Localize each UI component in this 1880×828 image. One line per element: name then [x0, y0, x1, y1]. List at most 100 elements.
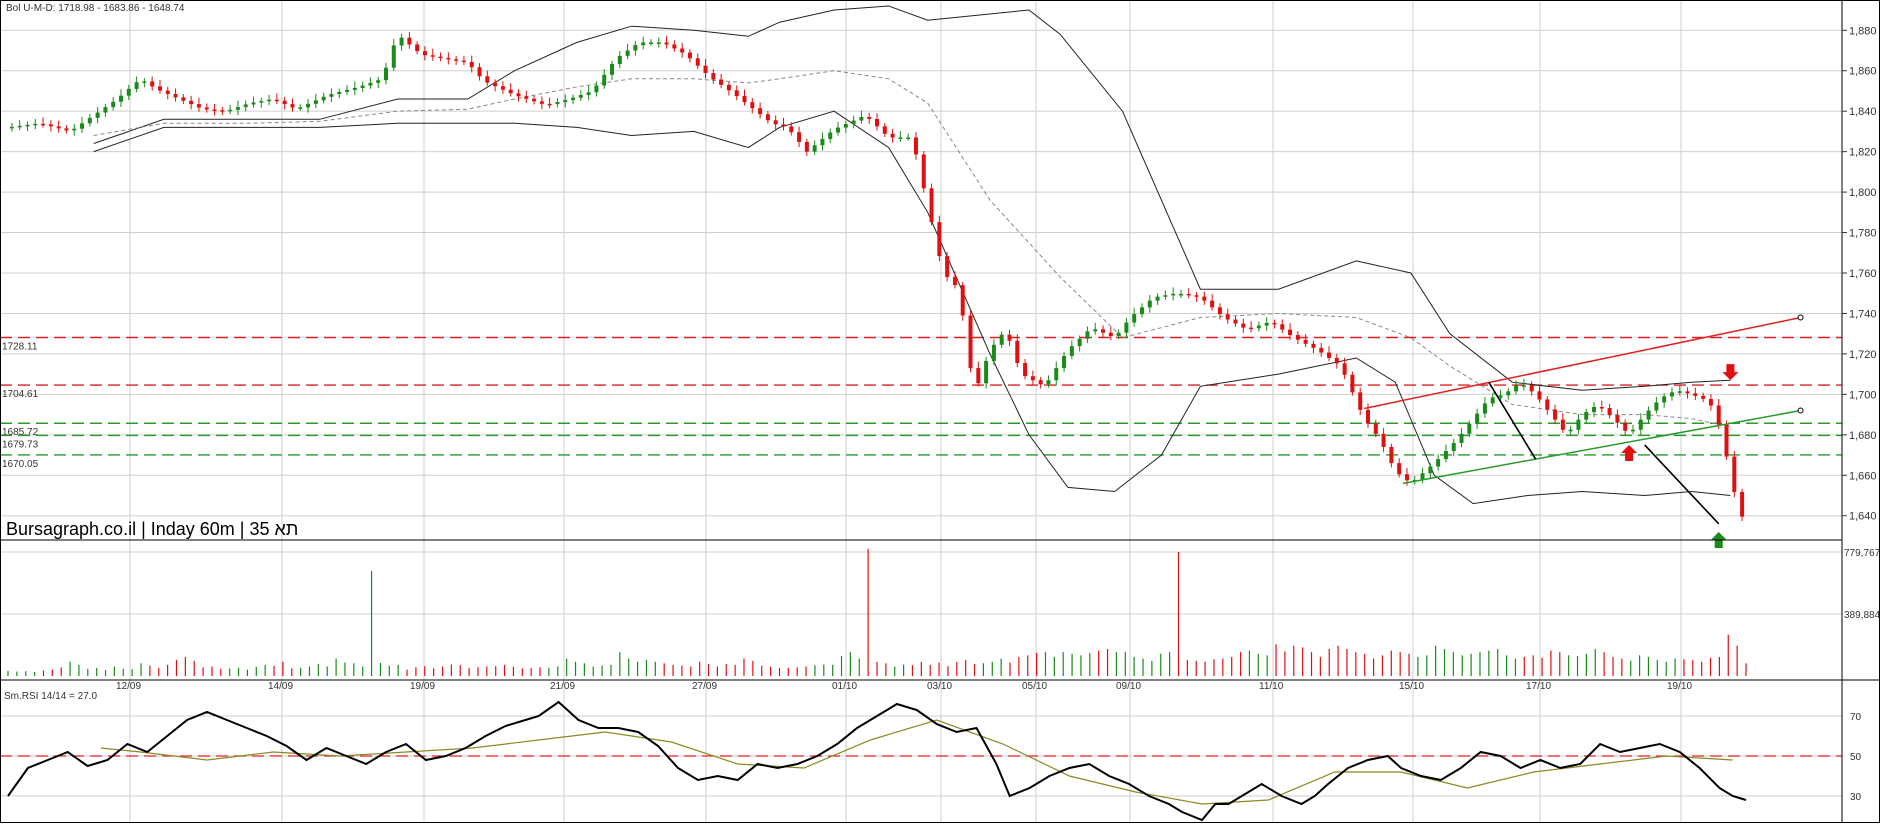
candle-body — [1373, 423, 1378, 434]
candle-body — [41, 123, 46, 126]
candle-body — [1490, 397, 1495, 404]
candle-body — [1062, 355, 1067, 369]
gridlines — [0, 0, 1842, 823]
candle-body — [1669, 392, 1674, 397]
candle-body — [321, 96, 326, 101]
candle-body — [781, 124, 786, 127]
candle-body — [578, 95, 583, 98]
candle-body — [368, 82, 373, 86]
candle-body — [641, 42, 646, 46]
candle-body — [773, 120, 778, 125]
candle-body — [1701, 395, 1706, 399]
y-tick-label: 1,880 — [1849, 25, 1877, 37]
y-tick-label: 1,720 — [1849, 349, 1877, 361]
candle-body — [532, 98, 537, 102]
candle-body — [446, 57, 451, 60]
candle-body — [1295, 335, 1300, 340]
candle-body — [1381, 433, 1386, 447]
candle-body — [189, 100, 194, 105]
candle-body — [1397, 463, 1402, 475]
rsi-signal-line — [100, 719, 1733, 805]
candle-body — [602, 74, 607, 86]
candle-body — [1225, 314, 1230, 320]
candle-body — [383, 67, 388, 81]
candle-body — [664, 42, 669, 45]
candle-body — [493, 82, 498, 87]
candle-body — [235, 107, 240, 110]
candle-body — [758, 108, 763, 115]
candle-body — [1194, 295, 1199, 297]
candle-body — [87, 117, 92, 124]
trendline-end-marker — [1797, 314, 1804, 321]
candle-body — [1529, 385, 1534, 392]
candle-body — [711, 73, 716, 80]
swing-line — [1644, 444, 1720, 525]
candle-body — [929, 188, 934, 223]
y-tick-label: 1,840 — [1849, 106, 1877, 118]
candle-body — [1630, 429, 1635, 432]
y-tick-label: 1,640 — [1849, 511, 1877, 523]
candle-body — [1646, 410, 1651, 420]
candle-body — [1030, 376, 1035, 381]
candle-body — [220, 110, 225, 112]
x-tick-label: 27/09 — [692, 681, 717, 692]
x-tick-label: 12/09 — [116, 681, 141, 692]
resistance-level-label: 1704.61 — [2, 389, 39, 400]
candle-body — [648, 42, 653, 44]
candle-body — [695, 58, 700, 66]
candle-body — [1319, 347, 1324, 353]
candle-body — [360, 85, 365, 88]
y-tick-label: 1,740 — [1849, 308, 1877, 320]
candle-body — [960, 285, 965, 316]
candle-body — [1537, 391, 1542, 400]
candle-body — [765, 114, 770, 121]
candle-body — [875, 118, 879, 127]
candle-body — [571, 97, 576, 101]
candle-body — [1451, 442, 1456, 451]
candle-body — [1389, 446, 1394, 464]
candle-body — [1358, 392, 1363, 410]
candle-body — [64, 128, 69, 131]
candle-body — [1334, 357, 1339, 364]
candle-body — [1085, 331, 1090, 339]
candle-body — [1654, 402, 1659, 411]
candle-body — [407, 37, 412, 45]
candle-body — [251, 102, 256, 105]
candle-body — [80, 123, 85, 129]
candle-body — [150, 81, 155, 87]
candle-body — [906, 137, 911, 139]
candle-body — [1615, 415, 1620, 423]
candle-body — [1662, 396, 1667, 403]
volume-tick-label: 779,767 — [1844, 548, 1880, 559]
candle-body — [1101, 329, 1106, 333]
candle-body — [976, 368, 981, 384]
candle-body — [610, 63, 615, 75]
x-tick-label: 19/09 — [410, 681, 435, 692]
candle-body — [1288, 329, 1293, 336]
red-trendline — [1363, 316, 1801, 410]
candle-body — [672, 44, 677, 49]
price-candles — [9, 32, 1745, 521]
candle-body — [1506, 391, 1511, 396]
rsi-panel — [0, 700, 1842, 822]
candle-body — [438, 56, 443, 59]
candle-body — [134, 82, 139, 89]
candle-body — [33, 123, 38, 126]
rsi-tick-label: 50 — [1850, 752, 1862, 763]
candle-body — [1740, 491, 1745, 517]
rsi-tick-label: 30 — [1850, 792, 1862, 803]
candle-body — [1264, 322, 1269, 326]
y-tick-label: 1,700 — [1849, 389, 1877, 401]
candle-body — [306, 103, 311, 108]
candle-body — [867, 116, 872, 119]
candle-body — [461, 60, 466, 63]
candle-body — [719, 79, 724, 85]
candle-body — [843, 124, 848, 128]
x-tick-label: 15/10 — [1399, 681, 1424, 692]
candle-body — [656, 42, 661, 44]
candle-body — [890, 133, 895, 138]
support-level-label: 1679.73 — [2, 439, 39, 450]
candle-body — [1592, 407, 1597, 413]
